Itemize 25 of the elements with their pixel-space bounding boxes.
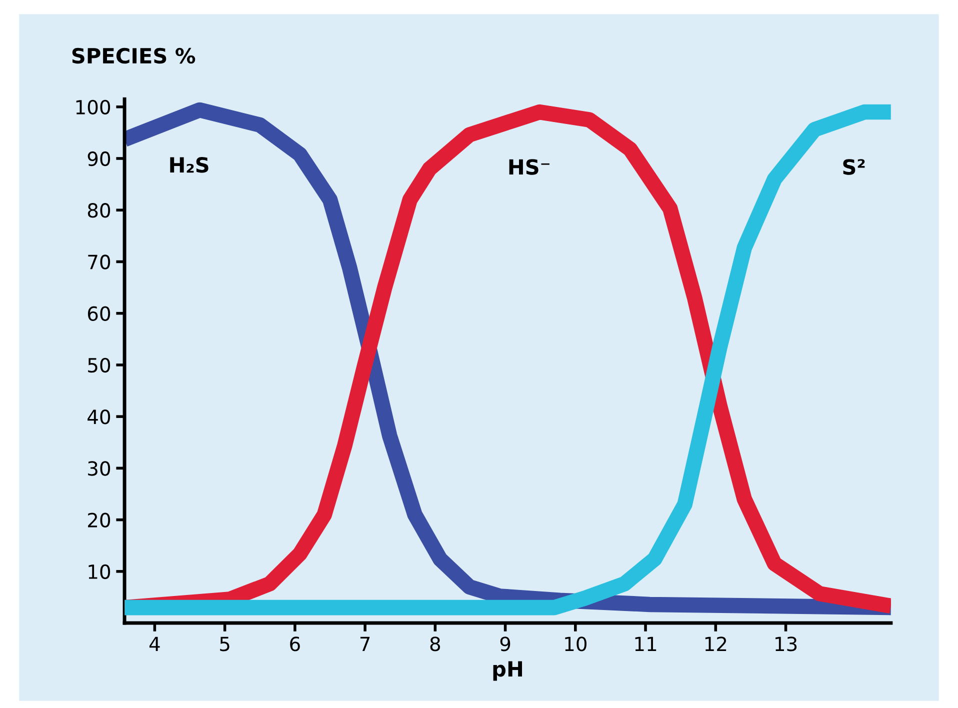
x-tick-label: 13 — [776, 636, 797, 652]
y-tick-label: 90 — [88, 151, 110, 166]
y-tick-label: 20 — [88, 512, 110, 528]
y-tick-label: 100 — [76, 100, 110, 115]
x-tick-label: 7 — [360, 636, 370, 652]
y-tick-label: 30 — [88, 461, 110, 476]
x-tick-label: 9 — [500, 636, 510, 652]
y-tick-label: 70 — [88, 254, 110, 270]
x-tick-label: 12 — [705, 636, 726, 652]
y-tick-label: 40 — [88, 410, 110, 424]
x-tick-label: 8 — [430, 636, 440, 652]
series-label: S² — [843, 159, 865, 175]
y-tick-label: 60 — [88, 306, 110, 321]
y-tick-label: 80 — [88, 203, 110, 218]
series-label: H₂S — [170, 157, 208, 173]
x-tick-label: 6 — [290, 636, 300, 652]
y-tick-label: 10 — [88, 564, 110, 580]
x-tick-label: 11 — [635, 636, 656, 652]
y-axis-title: SPECIES % — [72, 48, 196, 64]
y-tick-label: 50 — [88, 358, 110, 373]
x-tick-label: 10 — [565, 636, 586, 652]
x-tick-label: 5 — [220, 636, 230, 652]
x-tick-label: 4 — [149, 636, 160, 652]
series-label: HS⁻ — [509, 159, 550, 175]
x-axis-title: pH — [493, 661, 522, 681]
